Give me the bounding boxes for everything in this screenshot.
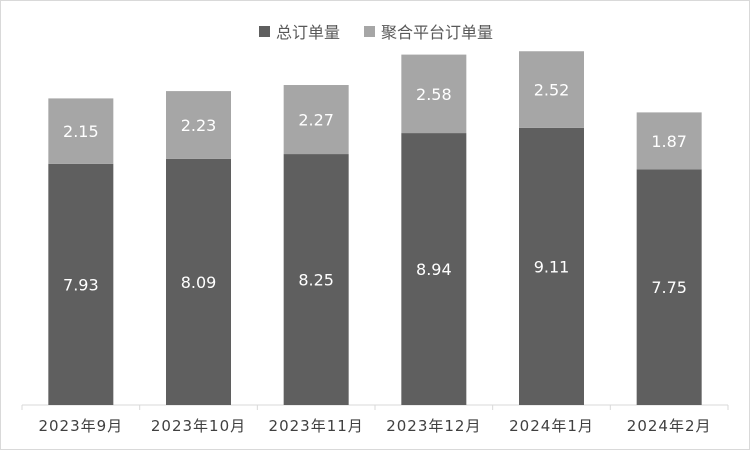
x-tick-label: 2023年11月 bbox=[269, 417, 364, 435]
bar-total-orders bbox=[401, 133, 467, 405]
bar-platform-orders bbox=[166, 91, 231, 159]
data-label-platform-orders: 2.15 bbox=[63, 122, 99, 141]
legend-swatch-total-orders bbox=[258, 25, 270, 37]
data-label-platform-orders: 2.23 bbox=[181, 116, 217, 135]
bar-total-orders bbox=[48, 163, 114, 405]
data-label-total-orders: 7.93 bbox=[63, 275, 99, 294]
legend: 总订单量 聚合平台订单量 bbox=[0, 19, 752, 43]
bar-platform-orders bbox=[283, 85, 349, 155]
data-label-platform-orders: 2.52 bbox=[534, 81, 570, 100]
bar-total-orders bbox=[283, 154, 349, 405]
bar-total-orders bbox=[519, 127, 584, 405]
data-label-total-orders: 7.75 bbox=[651, 278, 687, 297]
bar-total-orders bbox=[166, 158, 231, 405]
bar-platform-orders bbox=[636, 112, 702, 170]
data-label-total-orders: 8.09 bbox=[181, 273, 217, 292]
x-tick-label: 2024年2月 bbox=[627, 417, 712, 435]
x-tick-label: 2024年1月 bbox=[509, 417, 594, 435]
data-label-platform-orders: 2.27 bbox=[298, 111, 334, 130]
x-tick-label: 2023年12月 bbox=[386, 417, 481, 435]
data-label-total-orders: 8.94 bbox=[416, 260, 452, 279]
x-tick-label: 2023年10月 bbox=[151, 417, 246, 435]
bar-total-orders bbox=[636, 169, 702, 405]
data-label-platform-orders: 1.87 bbox=[651, 132, 687, 151]
bar-platform-orders bbox=[519, 51, 584, 128]
data-label-total-orders: 9.11 bbox=[534, 257, 570, 276]
bar-platform-orders bbox=[48, 98, 114, 164]
x-tick-label: 2023年9月 bbox=[38, 417, 123, 435]
legend-item-platform-orders: 聚合平台订单量 bbox=[364, 19, 493, 43]
data-label-platform-orders: 2.58 bbox=[416, 85, 452, 104]
data-label-total-orders: 8.25 bbox=[298, 271, 334, 290]
legend-item-total-orders: 总订单量 bbox=[258, 19, 340, 43]
legend-label-total-orders: 总订单量 bbox=[275, 23, 340, 42]
bar-platform-orders bbox=[401, 54, 467, 134]
legend-swatch-platform-orders bbox=[364, 25, 375, 37]
legend-label-platform-orders: 聚合平台订单量 bbox=[381, 23, 494, 42]
